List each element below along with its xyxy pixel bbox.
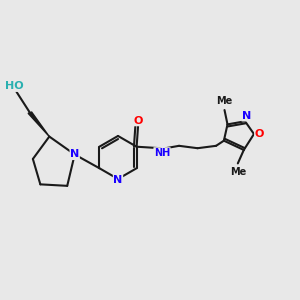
Text: O: O	[255, 129, 264, 139]
Text: HO: HO	[5, 81, 23, 92]
Text: N: N	[242, 111, 251, 121]
Text: Me: Me	[216, 96, 232, 106]
Polygon shape	[28, 112, 49, 136]
Text: N: N	[113, 175, 123, 185]
Text: N: N	[70, 149, 79, 160]
Text: NH: NH	[154, 148, 170, 158]
Text: O: O	[134, 116, 143, 126]
Text: Me: Me	[230, 167, 246, 177]
